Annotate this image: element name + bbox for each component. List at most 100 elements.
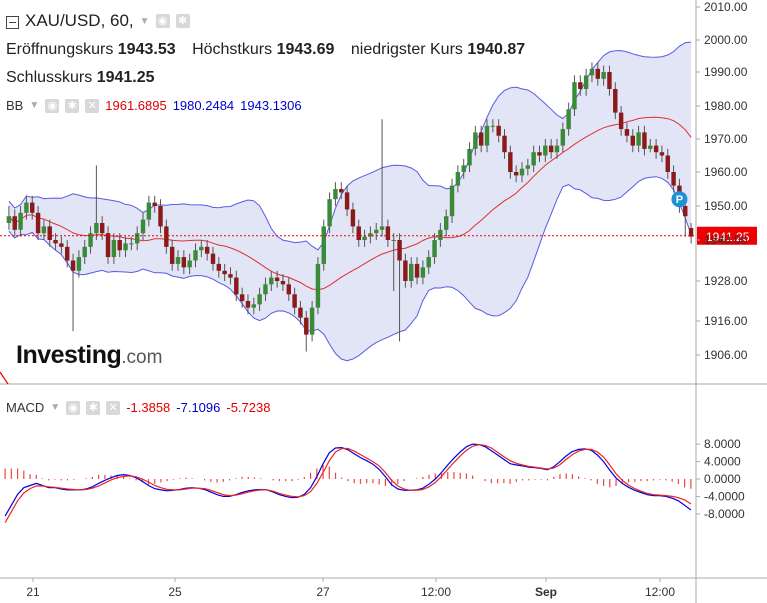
chevron-down-icon[interactable]: ▼ bbox=[139, 15, 150, 27]
bb-value-1: 1961.6895 bbox=[105, 98, 167, 113]
corner-mark bbox=[0, 371, 9, 385]
candle-body bbox=[478, 132, 484, 146]
candle-body bbox=[280, 281, 286, 285]
candle-body bbox=[47, 226, 52, 240]
candle-body bbox=[385, 226, 391, 240]
time-tick-label: 27 bbox=[316, 585, 330, 599]
bb-band-fill bbox=[8, 42, 692, 361]
chevron-down-icon[interactable]: ▼ bbox=[50, 402, 61, 413]
candle-body bbox=[12, 216, 17, 230]
candle-body bbox=[6, 216, 12, 223]
eye-icon[interactable]: ◉ bbox=[45, 98, 60, 113]
candle-body bbox=[134, 233, 140, 244]
ohlc-legend: Eröffnungskurs 1943.53 Höchstkurs 1943.6… bbox=[6, 41, 537, 59]
candle-body bbox=[607, 72, 612, 89]
price-tick-label: 2000.00 bbox=[704, 33, 748, 47]
candle-body bbox=[496, 125, 501, 136]
candle-body bbox=[578, 82, 583, 89]
candle-body bbox=[368, 233, 373, 237]
macd-signal-line bbox=[4, 443, 692, 523]
candle-body bbox=[473, 132, 478, 149]
candle-body bbox=[356, 226, 361, 240]
low-value: 1940.87 bbox=[467, 41, 526, 58]
gear-icon[interactable]: ✱ bbox=[65, 98, 80, 113]
candle-body bbox=[164, 226, 169, 247]
candle-body bbox=[443, 216, 449, 230]
candle-body bbox=[537, 152, 542, 156]
candle-body bbox=[531, 152, 536, 166]
candle-body bbox=[391, 240, 396, 241]
time-tick-label: 12:00 bbox=[645, 585, 675, 599]
time-tick-label: Sep bbox=[535, 585, 557, 599]
candle-body bbox=[111, 240, 117, 258]
gear-icon[interactable]: ✱ bbox=[86, 400, 101, 415]
candle-body bbox=[613, 89, 618, 113]
candle-body bbox=[41, 226, 47, 234]
candle-body bbox=[432, 240, 437, 258]
candle-body bbox=[484, 125, 490, 146]
close-label: Schlusskurs bbox=[6, 69, 93, 86]
candle-body bbox=[59, 243, 64, 247]
bb-value-2: 1980.2484 bbox=[172, 98, 235, 113]
high-label: Höchstkurs bbox=[192, 41, 273, 58]
candle-body bbox=[362, 236, 367, 240]
candle-body bbox=[467, 148, 472, 166]
candle-body bbox=[222, 270, 227, 275]
candle-body bbox=[554, 145, 560, 153]
candle-body bbox=[76, 257, 82, 271]
gear-icon[interactable]: ✱ bbox=[175, 14, 190, 28]
candle-body bbox=[595, 68, 601, 79]
time-tick-label: 12:00 bbox=[421, 585, 451, 599]
macd-tick-label: -4.0000 bbox=[704, 489, 745, 503]
chevron-down-icon[interactable]: ▼ bbox=[29, 100, 40, 111]
price-tick-label: 1928.00 bbox=[704, 274, 748, 288]
candle-body bbox=[304, 317, 309, 335]
candle-body bbox=[158, 206, 163, 227]
symbol-title: XAU/USD, 60, bbox=[25, 11, 134, 30]
eye-icon[interactable]: ◉ bbox=[66, 400, 81, 415]
candle-body bbox=[228, 274, 233, 278]
bb-legend: BB ▼ ◉ ✱ ✕ 1961.6895 1980.2484 1943.1306 bbox=[6, 98, 302, 113]
collapse-icon[interactable] bbox=[6, 15, 19, 29]
candle-body bbox=[636, 132, 641, 146]
open-label: Eröffnungskurs bbox=[6, 41, 114, 58]
bb-name[interactable]: BB bbox=[6, 98, 24, 113]
candle-body bbox=[70, 260, 76, 271]
candle-body bbox=[269, 277, 274, 285]
candle-body bbox=[508, 152, 513, 172]
macd-pane bbox=[4, 443, 692, 523]
candle-body bbox=[251, 304, 257, 308]
eye-icon[interactable]: ◉ bbox=[155, 14, 170, 28]
candle-body bbox=[152, 202, 157, 206]
candle-body bbox=[129, 243, 134, 245]
macd-legend: MACD ▼ ◉ ✱ ✕ -1.3858 -7.1096 -5.7238 bbox=[6, 400, 270, 415]
candle-body bbox=[53, 240, 58, 244]
candle-body bbox=[82, 246, 87, 258]
candle-body bbox=[566, 109, 571, 130]
close-icon[interactable]: ✕ bbox=[85, 98, 100, 113]
candle-body bbox=[449, 185, 455, 217]
candle-body bbox=[688, 227, 694, 237]
logo-brand: Investing bbox=[16, 341, 122, 369]
close-legend: Schlusskurs 1941.25 bbox=[6, 69, 167, 87]
candle-body bbox=[263, 284, 268, 295]
macd-name[interactable]: MACD bbox=[6, 400, 45, 415]
price-tick-label: 1916.00 bbox=[704, 314, 748, 328]
macd-tick-label: -8.0000 bbox=[704, 507, 745, 521]
candle-body bbox=[169, 246, 175, 264]
last-price-label: 1941.25 bbox=[706, 230, 750, 244]
candle-body bbox=[298, 307, 303, 318]
close-icon[interactable]: ✕ bbox=[106, 400, 121, 415]
candle-body bbox=[409, 263, 414, 281]
candle-body bbox=[420, 267, 426, 278]
candle-body bbox=[181, 257, 187, 268]
candle-body bbox=[140, 219, 146, 234]
logo-suffix: .com bbox=[121, 347, 163, 368]
investing-logo: Investing.com bbox=[16, 341, 162, 370]
candle-body bbox=[379, 226, 385, 230]
low-label: niedrigster Kurs bbox=[350, 41, 463, 58]
last-price-tag bbox=[697, 226, 757, 245]
candle-body bbox=[245, 301, 251, 308]
